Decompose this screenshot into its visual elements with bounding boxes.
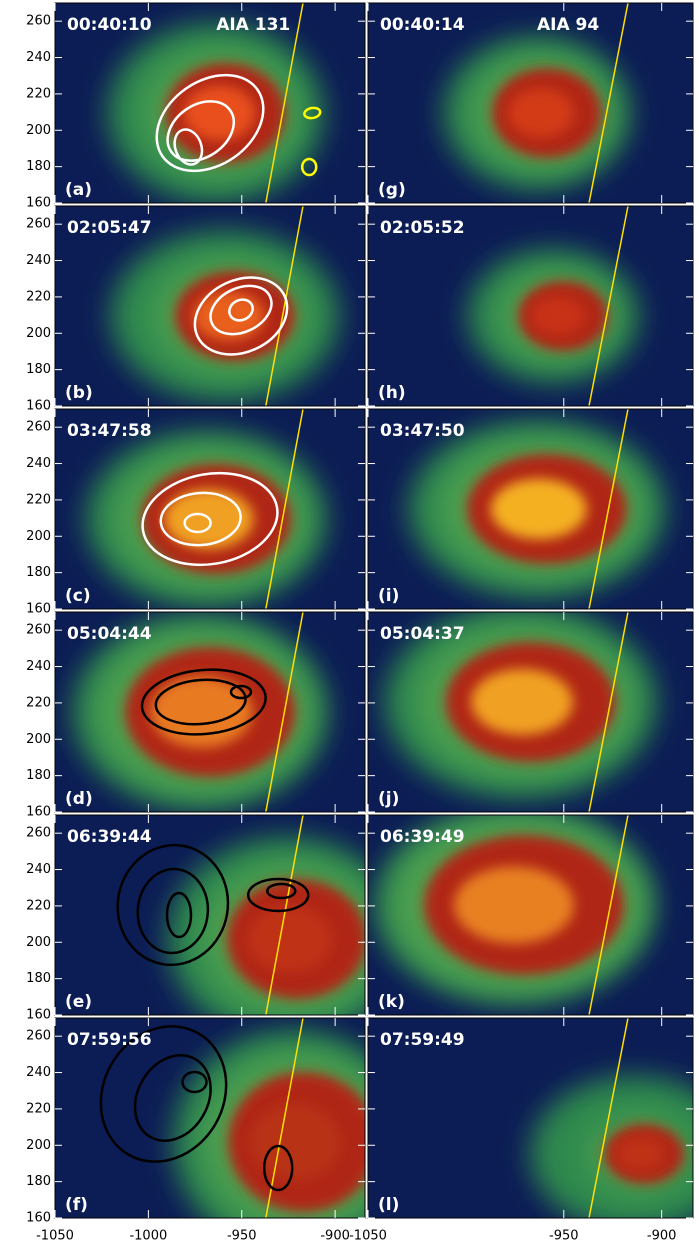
y-tick-label: 200 — [26, 529, 51, 544]
y-tick-label: 200 — [26, 732, 51, 747]
panel-time: 07:59:49 — [380, 1030, 465, 1050]
y-tick-label: 180 — [26, 362, 51, 377]
panel-time: 03:47:58 — [67, 421, 152, 441]
panel: 05:04:37 (j) — [368, 606, 693, 812]
panel-label: (i) — [378, 586, 399, 606]
image — [368, 1018, 699, 1232]
panel: 06:39:49 (k) — [368, 807, 693, 1015]
panel-label: (h) — [378, 383, 406, 403]
y-tick-label: 160 — [26, 196, 51, 211]
core-bright — [454, 867, 574, 944]
y-tick-label: 160 — [26, 1008, 51, 1023]
panel-label: (a) — [65, 180, 92, 200]
y-tick-label: 260 — [26, 217, 51, 232]
panel-label: (j) — [378, 789, 399, 809]
y-tick-label: 240 — [26, 456, 51, 471]
core-bright — [616, 1138, 664, 1171]
panel-time: 07:59:56 — [67, 1030, 152, 1050]
panel: -1050 -950 -900 07:59:49 (l) — [349, 1018, 699, 1244]
panel-time: 00:40:14 — [380, 15, 465, 35]
panel: 160 180 200 220 240 260 05:04:44 (d) — [26, 612, 365, 820]
y-tick-label: 260 — [26, 420, 51, 435]
y-tick-label: 220 — [26, 1101, 51, 1116]
x-tick-label: -900 — [647, 1229, 677, 1244]
figure: 160 180 200 220 240 260 00:40:10 (a) AIA 131 00:4… — [0, 0, 699, 1255]
y-tick-label: 220 — [26, 492, 51, 507]
panel-label: (l) — [378, 1195, 399, 1215]
x-tick-label: -900 — [320, 1229, 350, 1244]
panel: 160 180 200 220 240 260 06:39:44 (e) — [26, 815, 406, 1041]
panel: 160 180 200 220 240 260 00:40:10 (a) AIA 131 — [26, 3, 365, 211]
y-tick-label: 180 — [26, 971, 51, 986]
core-bright — [471, 669, 573, 735]
x-tick-label: -950 — [549, 1229, 579, 1244]
y-tick-label: 220 — [26, 898, 51, 913]
y-tick-label: 180 — [26, 1174, 51, 1189]
y-tick-label: 200 — [26, 123, 51, 138]
y-tick-label: 260 — [26, 14, 51, 29]
y-tick-label: 200 — [26, 935, 51, 950]
panel-label: (g) — [378, 180, 406, 200]
panel-label: (b) — [65, 383, 93, 403]
y-tick-label: 160 — [26, 602, 51, 617]
panel-label: (d) — [65, 789, 93, 809]
panel-time: 00:40:10 — [67, 15, 152, 35]
panel-time: 06:39:44 — [67, 827, 152, 847]
y-tick-label: 180 — [26, 159, 51, 174]
y-tick-label: 240 — [26, 1065, 51, 1080]
panel: 03:47:50 (i) — [368, 409, 693, 609]
y-tick-label: 260 — [26, 1029, 51, 1044]
y-tick-label: 260 — [26, 826, 51, 841]
panel-time: 06:39:49 — [380, 827, 465, 847]
x-tick-label: -1000 — [129, 1229, 167, 1244]
panel-time: 03:47:50 — [380, 421, 465, 441]
panel-label: (c) — [65, 586, 91, 606]
x-tick-label: -1050 — [36, 1229, 74, 1244]
panel: 160 180 200 220 240 260 03:47:58 (c) — [26, 409, 365, 617]
y-tick-label: 240 — [26, 253, 51, 268]
panel-label: (k) — [378, 992, 405, 1012]
y-tick-label: 220 — [26, 695, 51, 710]
y-tick-label: 160 — [26, 399, 51, 414]
x-tick-label: -950 — [227, 1229, 257, 1244]
panel: 160 180 200 220 240 260 -1050 -1000 -950 -900 07:5… — [26, 1003, 413, 1254]
y-tick-label: 220 — [26, 289, 51, 304]
panel-channel: AIA 131 — [216, 15, 290, 35]
y-tick-label: 240 — [26, 659, 51, 674]
panel-time: 02:05:52 — [380, 218, 465, 238]
y-tick-label: 200 — [26, 1138, 51, 1153]
y-tick-label: 260 — [26, 623, 51, 638]
panel-time: 05:04:44 — [67, 624, 152, 644]
y-tick-label: 220 — [26, 86, 51, 101]
y-tick-label: 160 — [26, 1211, 51, 1226]
image — [55, 815, 406, 1041]
x-tick-label: -1050 — [349, 1229, 387, 1244]
panel-time: 05:04:37 — [380, 624, 465, 644]
core-bright — [491, 479, 587, 540]
y-tick-label: 240 — [26, 50, 51, 65]
panel: 160 180 200 220 240 260 02:05:47 (b) — [26, 206, 365, 414]
y-tick-label: 160 — [26, 805, 51, 820]
panel-channel: AIA 94 — [537, 15, 599, 35]
core-bright — [248, 906, 332, 972]
y-tick-label: 180 — [26, 768, 51, 783]
panel-time: 02:05:47 — [67, 218, 152, 238]
panel: 00:40:14 (g) AIA 94 — [368, 3, 693, 203]
core-bright — [532, 297, 586, 336]
panel: 02:05:52 (h) — [368, 206, 693, 406]
panel-label: (f) — [65, 1195, 88, 1215]
y-tick-label: 180 — [26, 565, 51, 580]
core-bright — [508, 88, 574, 138]
y-tick-label: 240 — [26, 862, 51, 877]
y-tick-label: 200 — [26, 326, 51, 341]
panel-label: (e) — [65, 992, 92, 1012]
